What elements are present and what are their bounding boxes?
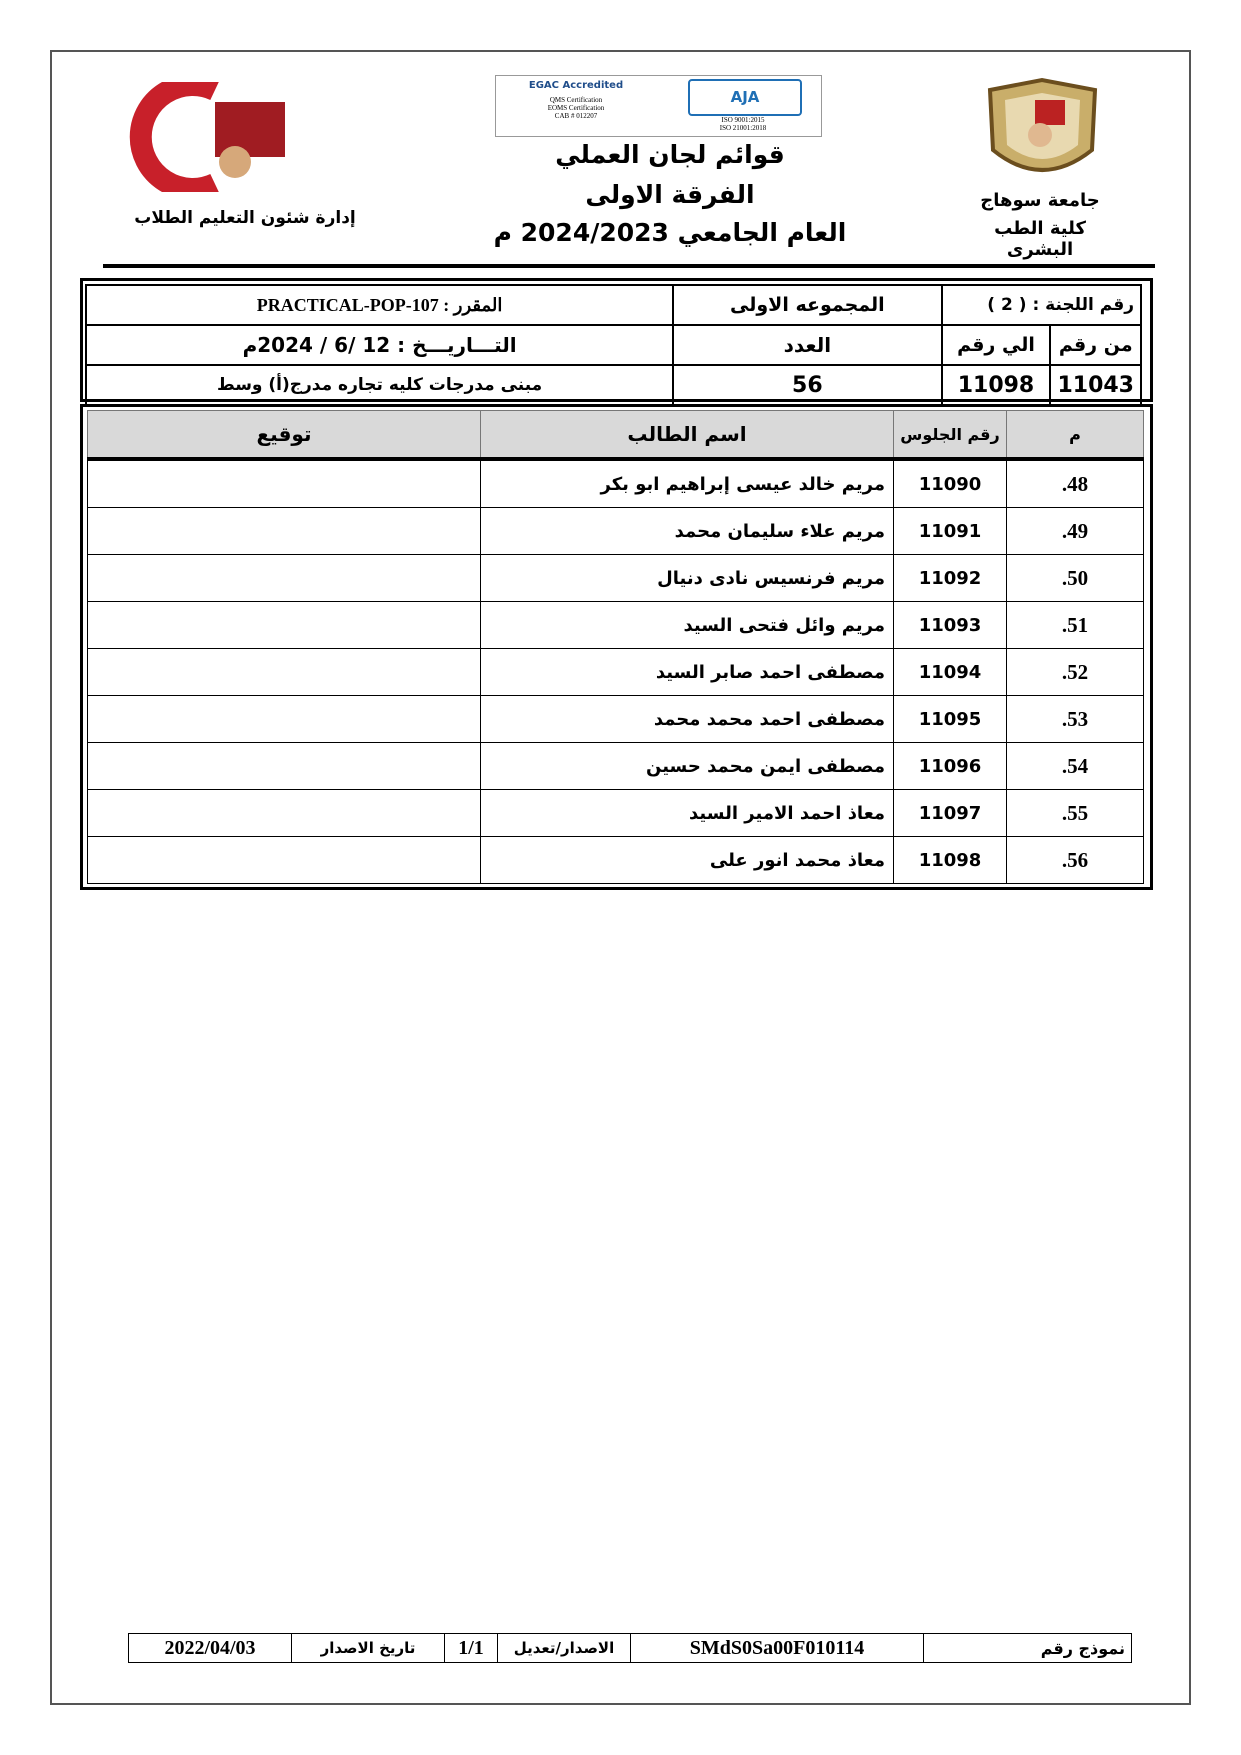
signature-cell [87, 554, 481, 602]
table-row: معاذ احمد الامير السيد 11097.55 [87, 789, 1144, 837]
student-name: مصطفى احمد محمد محمد [480, 695, 894, 743]
group-cell: المجموعه الاولى [672, 284, 943, 326]
signature-cell [87, 601, 481, 649]
row-index: .53 [1006, 695, 1144, 743]
seat-number: 11090 [893, 458, 1007, 508]
table-row: مريم وائل فتحى السيد 11093.51 [87, 601, 1144, 649]
signature-cell [87, 789, 481, 837]
header-signature: توقيع [87, 410, 481, 461]
seat-number: 11097 [893, 789, 1007, 837]
seat-number: 11093 [893, 601, 1007, 649]
student-name: معاذ احمد الامير السيد [480, 789, 894, 837]
from-value: 11043 [1049, 364, 1142, 406]
issue-date-value: 2022/04/03 [128, 1633, 292, 1663]
table-row: معاذ محمد انور على 11098.56 [87, 836, 1144, 884]
seat-number: 11098 [893, 836, 1007, 884]
university-name: جامعة سوهاج [980, 190, 1100, 211]
student-table: توقيع اسم الطالب رقم الجلوس م مريم خالد … [87, 410, 1144, 884]
seat-number: 11095 [893, 695, 1007, 743]
aja-line: ISO 9001:2015 [721, 116, 765, 124]
count-value: 56 [672, 364, 943, 406]
row-index: .49 [1006, 507, 1144, 555]
header-divider [103, 264, 1155, 268]
signature-cell [87, 695, 481, 743]
header-index: م [1006, 410, 1144, 461]
table-row: مريم خالد عيسى إبراهيم ابو بكر 11090.48 [87, 458, 1144, 508]
university-crest-logo [987, 77, 1098, 172]
count-label: العدد [672, 324, 943, 366]
egac-line: QMS Certification [549, 96, 603, 104]
issue-date-label: تاريخ الاصدار [291, 1633, 445, 1663]
signature-cell [87, 742, 481, 790]
student-name: معاذ محمد انور على [480, 836, 894, 884]
signature-cell [87, 836, 481, 884]
egac-line: EOMS Certification [547, 104, 605, 112]
student-name: مصطفى ايمن محمد حسين [480, 742, 894, 790]
seat-number: 11091 [893, 507, 1007, 555]
table-row: مريم علاء سليمان محمد 11091.49 [87, 507, 1144, 555]
seat-number: 11096 [893, 742, 1007, 790]
header-name: اسم الطالب [480, 410, 894, 461]
form-number-label: نموذج رقم [923, 1633, 1132, 1663]
to-label: الي رقم [940, 324, 1052, 366]
year-group-title: الفرقة الاولى [585, 180, 755, 209]
signature-cell [87, 458, 481, 508]
committee-info-table: المقرر : PRACTICAL-POP-107 المجموعه الاو… [84, 284, 1143, 406]
aja-line: ISO 21001:2018 [719, 124, 767, 132]
seat-number: 11092 [893, 554, 1007, 602]
row-index: .52 [1006, 648, 1144, 696]
table-row: مصطفى احمد صابر السيد 11094.52 [87, 648, 1144, 696]
student-name: مريم فرنسيس نادى دنيال [480, 554, 894, 602]
location-cell: مبنى مدرجات كليه تجاره مدرج(أ) وسط [84, 364, 675, 406]
row-index: .55 [1006, 789, 1144, 837]
student-table-box: توقيع اسم الطالب رقم الجلوس م مريم خالد … [80, 404, 1153, 890]
student-name: مريم وائل فتحى السيد [480, 601, 894, 649]
academic-year-title: العام الجامعي 2024/2023 م [493, 218, 847, 247]
table-row: مريم فرنسيس نادى دنيال 11092.50 [87, 554, 1144, 602]
egac-logo: EGAC Accredited [528, 80, 624, 91]
table-row: مصطفى احمد محمد محمد 11095.53 [87, 695, 1144, 743]
aja-logo: AJA [688, 79, 802, 116]
committee-cell: رقم اللجنة : ( 2 ) [940, 284, 1143, 326]
course-cell: المقرر : PRACTICAL-POP-107 [84, 284, 675, 326]
department-name: إدارة شئون التعليم الطلاب [134, 208, 356, 228]
row-index: .54 [1006, 742, 1144, 790]
row-index: .50 [1006, 554, 1144, 602]
signature-cell [87, 648, 481, 696]
to-value: 11098 [940, 364, 1052, 406]
form-footer-table: 2022/04/03 تاريخ الاصدار 1/1 الاصدار/تعد… [128, 1633, 1132, 1663]
document-title: قوائم لجان العملي [555, 140, 785, 169]
form-number-value: SMdS0Sa00F010114 [630, 1633, 924, 1663]
faculty-logo [129, 82, 285, 192]
page-frame [50, 50, 1191, 1705]
row-index: .51 [1006, 601, 1144, 649]
date-cell: التـــاريـــخ : 12 /6 / 2024م [84, 324, 675, 366]
from-label: من رقم [1049, 324, 1142, 366]
signature-cell [87, 507, 481, 555]
version-label: الاصدار/تعديل [497, 1633, 631, 1663]
table-row: مصطفى ايمن محمد حسين 11096.54 [87, 742, 1144, 790]
faculty-name: كلية الطب البشرى [994, 218, 1086, 260]
student-name: مصطفى احمد صابر السيد [480, 648, 894, 696]
seat-number: 11094 [893, 648, 1007, 696]
student-name: مريم خالد عيسى إبراهيم ابو بكر [480, 458, 894, 508]
version-value: 1/1 [444, 1633, 498, 1663]
egac-line: CAB # 012207 [554, 112, 598, 120]
accreditation-banner: EGAC Accredited QMS Certification EOMS C… [495, 75, 822, 137]
row-index: .48 [1006, 458, 1144, 508]
row-index: .56 [1006, 836, 1144, 884]
header-seat: رقم الجلوس [893, 410, 1007, 461]
student-name: مريم علاء سليمان محمد [480, 507, 894, 555]
